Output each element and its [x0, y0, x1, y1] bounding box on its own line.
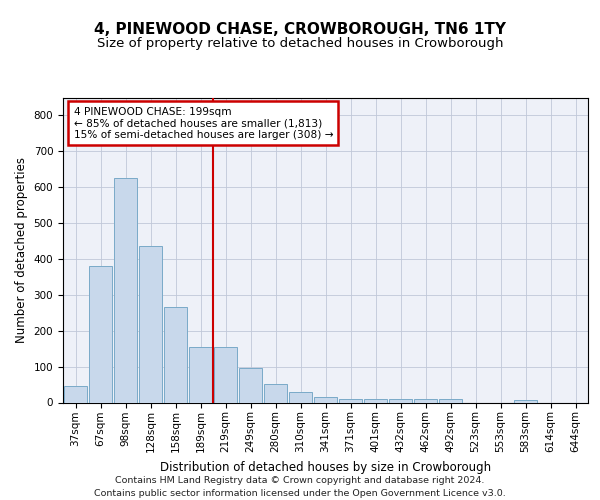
- Bar: [189, 347, 212, 403]
- Bar: [414, 399, 437, 402]
- Bar: [314, 397, 337, 402]
- Y-axis label: Number of detached properties: Number of detached properties: [15, 157, 28, 343]
- Bar: [139, 246, 162, 402]
- Bar: [389, 399, 412, 402]
- Bar: [289, 392, 312, 402]
- Bar: [164, 308, 187, 402]
- Bar: [64, 386, 87, 402]
- Text: Contains HM Land Registry data © Crown copyright and database right 2024.
Contai: Contains HM Land Registry data © Crown c…: [94, 476, 506, 498]
- Bar: [89, 266, 112, 402]
- Text: 4, PINEWOOD CHASE, CROWBOROUGH, TN6 1TY: 4, PINEWOOD CHASE, CROWBOROUGH, TN6 1TY: [94, 22, 506, 38]
- Bar: [264, 384, 287, 402]
- Bar: [364, 399, 387, 402]
- Bar: [114, 178, 137, 402]
- Bar: [239, 368, 262, 402]
- Text: Size of property relative to detached houses in Crowborough: Size of property relative to detached ho…: [97, 38, 503, 51]
- Bar: [514, 400, 537, 402]
- X-axis label: Distribution of detached houses by size in Crowborough: Distribution of detached houses by size …: [160, 460, 491, 473]
- Bar: [339, 399, 362, 402]
- Bar: [214, 347, 237, 403]
- Text: 4 PINEWOOD CHASE: 199sqm
← 85% of detached houses are smaller (1,813)
15% of sem: 4 PINEWOOD CHASE: 199sqm ← 85% of detach…: [74, 106, 333, 140]
- Bar: [439, 399, 462, 402]
